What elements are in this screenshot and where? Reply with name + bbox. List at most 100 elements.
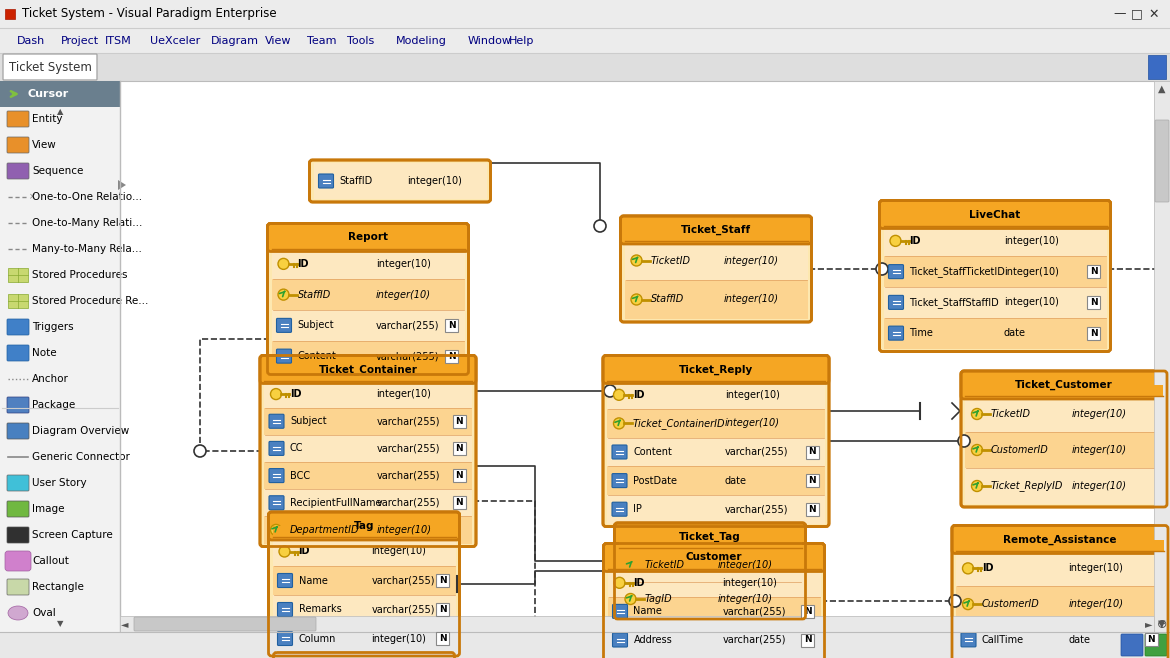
FancyBboxPatch shape bbox=[612, 502, 627, 516]
Text: N: N bbox=[1148, 636, 1155, 644]
Bar bbox=[271, 310, 464, 341]
Text: PostDate: PostDate bbox=[633, 476, 677, 486]
Bar bbox=[619, 548, 801, 582]
Bar bbox=[965, 396, 1163, 432]
FancyBboxPatch shape bbox=[1087, 326, 1100, 340]
Text: Ticket_Staff: Ticket_Staff bbox=[681, 225, 751, 235]
FancyBboxPatch shape bbox=[7, 579, 29, 595]
FancyBboxPatch shape bbox=[888, 326, 903, 340]
Circle shape bbox=[613, 390, 625, 400]
Circle shape bbox=[594, 220, 606, 232]
Text: ×: × bbox=[29, 193, 36, 201]
Text: integer(10): integer(10) bbox=[723, 295, 778, 305]
FancyBboxPatch shape bbox=[436, 603, 449, 616]
Text: LiveChat: LiveChat bbox=[970, 209, 1020, 220]
Text: Diagram: Diagram bbox=[211, 36, 259, 45]
Bar bbox=[264, 380, 472, 408]
Text: integer(10): integer(10) bbox=[1068, 563, 1123, 573]
Text: Stored Procedures: Stored Procedures bbox=[32, 270, 128, 280]
Bar bbox=[264, 489, 472, 517]
Text: ID: ID bbox=[297, 259, 309, 269]
Text: date: date bbox=[1004, 328, 1026, 338]
Text: varchar(255): varchar(255) bbox=[724, 447, 789, 457]
Bar bbox=[0, 28, 1170, 53]
Text: CustomerID: CustomerID bbox=[991, 445, 1048, 455]
Text: ⊕: ⊕ bbox=[1157, 617, 1168, 630]
FancyBboxPatch shape bbox=[7, 111, 29, 127]
FancyBboxPatch shape bbox=[1144, 634, 1157, 646]
FancyBboxPatch shape bbox=[260, 355, 476, 547]
FancyBboxPatch shape bbox=[260, 355, 476, 384]
Text: Rectangle: Rectangle bbox=[32, 582, 84, 592]
Text: Ticket_StaffStaffID: Ticket_StaffStaffID bbox=[909, 297, 999, 308]
Text: N: N bbox=[1089, 328, 1097, 338]
FancyBboxPatch shape bbox=[268, 224, 468, 374]
Text: N: N bbox=[808, 505, 815, 514]
FancyBboxPatch shape bbox=[268, 224, 468, 251]
Bar bbox=[271, 238, 464, 249]
Text: Stored Procedure Re...: Stored Procedure Re... bbox=[32, 296, 149, 306]
Text: Help: Help bbox=[509, 36, 535, 45]
FancyBboxPatch shape bbox=[961, 371, 1166, 399]
Bar bbox=[273, 624, 455, 653]
Text: StaffID: StaffID bbox=[651, 295, 683, 305]
Text: Note: Note bbox=[32, 348, 56, 358]
Bar bbox=[264, 462, 472, 489]
Text: ▲: ▲ bbox=[1158, 84, 1165, 94]
Text: Sequence: Sequence bbox=[32, 166, 83, 176]
FancyBboxPatch shape bbox=[453, 415, 466, 428]
Bar bbox=[273, 526, 455, 538]
Text: N: N bbox=[804, 636, 811, 644]
Circle shape bbox=[963, 563, 973, 574]
Text: varchar(255): varchar(255) bbox=[371, 576, 435, 586]
Bar bbox=[619, 582, 801, 616]
Text: N: N bbox=[439, 605, 446, 614]
Text: N: N bbox=[455, 444, 463, 453]
Text: varchar(255): varchar(255) bbox=[377, 470, 440, 480]
Circle shape bbox=[958, 435, 970, 447]
Bar bbox=[607, 654, 820, 658]
Text: integer(10): integer(10) bbox=[724, 418, 779, 428]
Bar bbox=[273, 595, 455, 624]
FancyBboxPatch shape bbox=[604, 544, 825, 572]
FancyBboxPatch shape bbox=[614, 523, 805, 551]
Text: integer(10): integer(10) bbox=[1072, 409, 1127, 419]
Text: Remarks: Remarks bbox=[298, 605, 342, 615]
Text: Subject: Subject bbox=[297, 320, 335, 330]
Text: integer(10): integer(10) bbox=[376, 259, 431, 269]
Bar bbox=[607, 626, 820, 654]
Bar bbox=[607, 597, 820, 626]
Text: Ticket_Customer: Ticket_Customer bbox=[1016, 380, 1113, 390]
Circle shape bbox=[278, 289, 289, 300]
Polygon shape bbox=[118, 180, 126, 190]
Text: TagID: TagID bbox=[645, 594, 672, 604]
Bar bbox=[625, 241, 807, 280]
Text: TicketID: TicketID bbox=[991, 409, 1031, 419]
Text: Ticket_Tag: Ticket_Tag bbox=[679, 532, 741, 542]
Bar bbox=[607, 467, 825, 495]
FancyBboxPatch shape bbox=[7, 501, 29, 517]
Text: ID: ID bbox=[909, 236, 921, 246]
Circle shape bbox=[631, 255, 642, 266]
Text: N: N bbox=[808, 476, 815, 485]
FancyBboxPatch shape bbox=[1121, 634, 1143, 656]
FancyBboxPatch shape bbox=[318, 174, 333, 188]
Bar bbox=[264, 517, 472, 544]
Circle shape bbox=[612, 555, 624, 567]
Text: integer(10): integer(10) bbox=[377, 525, 432, 535]
Text: date: date bbox=[1068, 635, 1090, 645]
Text: TicketID: TicketID bbox=[651, 255, 690, 265]
Circle shape bbox=[625, 594, 636, 605]
Bar bbox=[121, 616, 1154, 632]
FancyBboxPatch shape bbox=[310, 160, 490, 202]
Text: ▼: ▼ bbox=[57, 619, 63, 628]
Text: Address: Address bbox=[633, 635, 673, 645]
Text: ID: ID bbox=[633, 578, 645, 588]
Text: Window: Window bbox=[468, 36, 512, 45]
Bar bbox=[0, 53, 1170, 81]
FancyBboxPatch shape bbox=[453, 442, 466, 455]
Text: varchar(255): varchar(255) bbox=[377, 443, 440, 453]
Bar bbox=[264, 370, 472, 382]
FancyBboxPatch shape bbox=[952, 526, 1168, 553]
Bar bbox=[607, 495, 825, 524]
